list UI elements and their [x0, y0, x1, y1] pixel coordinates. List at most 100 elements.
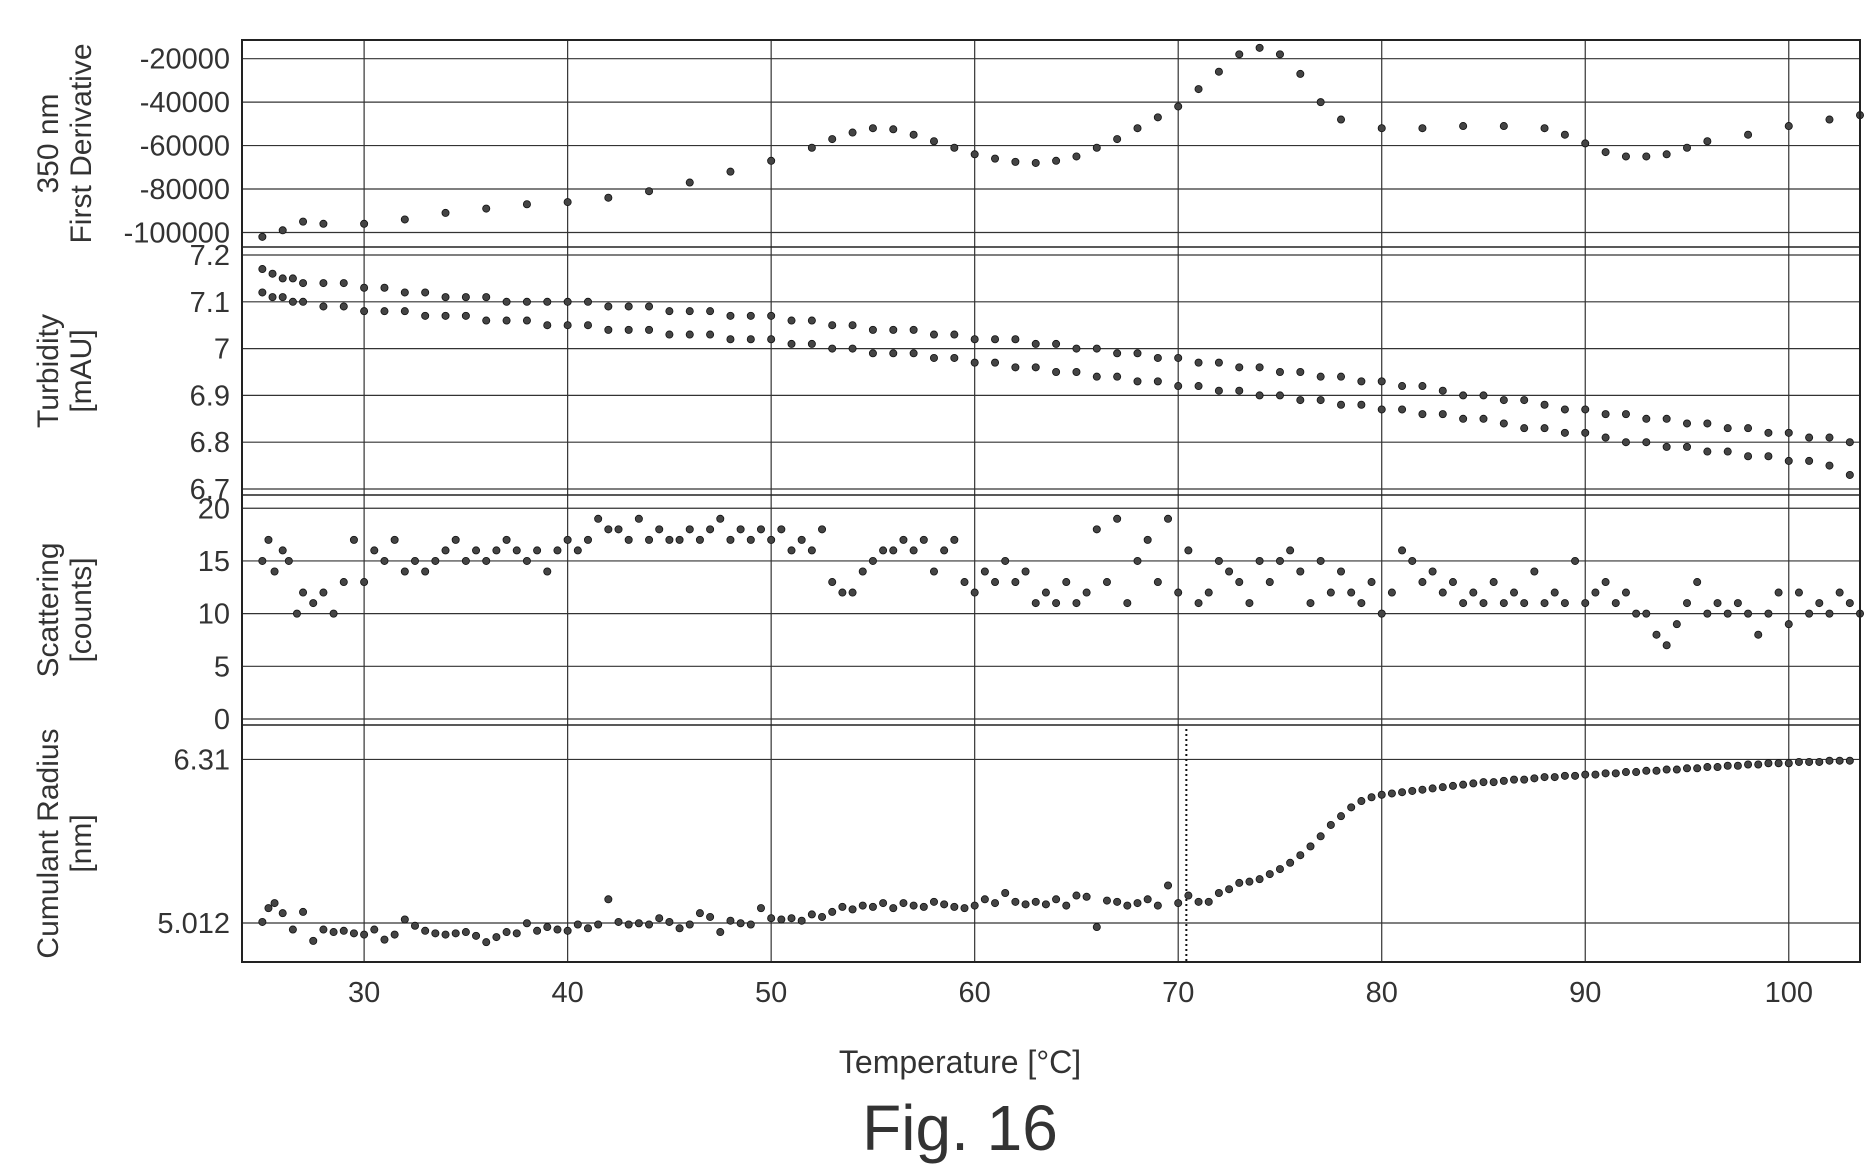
data-point — [482, 316, 491, 325]
data-point — [1764, 452, 1773, 461]
data-point — [645, 920, 654, 929]
data-point — [1255, 43, 1264, 52]
data-point — [1611, 769, 1620, 778]
data-point — [319, 588, 328, 597]
data-point — [1133, 349, 1142, 358]
data-point — [1286, 546, 1295, 555]
data-point — [767, 335, 776, 344]
data-point — [1713, 599, 1722, 608]
data-point — [370, 925, 379, 934]
data-point — [1011, 363, 1020, 372]
data-point — [1520, 424, 1529, 433]
data-point — [1642, 766, 1651, 775]
data-point — [726, 916, 735, 925]
data-point — [1194, 599, 1203, 608]
data-point — [1642, 609, 1651, 618]
data-point — [1367, 793, 1376, 802]
plot-frame — [241, 39, 1861, 963]
data-point — [1398, 546, 1407, 555]
y-axis-labels: 350 nm First Derivative Turbidity [mAU] Scat… — [32, 43, 98, 958]
data-point — [909, 130, 918, 139]
data-point — [1581, 428, 1590, 437]
data-point — [746, 920, 755, 929]
y-tick-label: 7.2 — [190, 240, 230, 272]
data-point — [1184, 891, 1193, 900]
data-point — [1092, 143, 1101, 152]
data-point — [1092, 344, 1101, 353]
data-point — [329, 928, 338, 937]
data-point — [726, 167, 735, 176]
data-point — [909, 325, 918, 334]
data-point — [1001, 889, 1010, 898]
data-point — [1153, 113, 1162, 122]
data-point — [645, 302, 654, 311]
data-point — [563, 198, 572, 207]
y-tick-label: -40000 — [140, 87, 230, 119]
data-point — [950, 535, 959, 544]
data-point — [950, 353, 959, 362]
data-point — [1072, 152, 1081, 161]
data-point — [604, 302, 613, 311]
y-axis-label-radius: Cumulant Radius [nm] — [32, 728, 98, 958]
data-point — [1164, 514, 1173, 523]
data-point — [1398, 382, 1407, 391]
data-point — [1387, 789, 1396, 798]
data-point — [1296, 396, 1305, 405]
y-tick-label: 6.9 — [190, 380, 230, 412]
data-point — [339, 302, 348, 311]
data-point — [848, 588, 857, 597]
data-point — [1713, 763, 1722, 772]
y-axis-label-line: Cumulant Radius — [32, 728, 65, 958]
data-point — [1143, 535, 1152, 544]
data-point — [1571, 556, 1580, 565]
data-point — [1255, 875, 1264, 884]
data-point — [1072, 367, 1081, 376]
data-point — [1530, 774, 1539, 783]
data-point — [665, 917, 674, 926]
data-point — [706, 912, 715, 921]
data-point — [645, 187, 654, 196]
data-point — [1316, 832, 1325, 841]
data-point — [624, 325, 633, 334]
data-point — [329, 609, 338, 618]
data-point — [756, 904, 765, 913]
data-point — [726, 335, 735, 344]
data-point — [1560, 599, 1569, 608]
data-point — [868, 556, 877, 565]
data-point — [1601, 769, 1610, 778]
data-point — [502, 297, 511, 306]
data-point — [1011, 157, 1020, 166]
data-point — [1479, 391, 1488, 400]
data-point — [848, 905, 857, 914]
data-point — [1815, 599, 1824, 608]
data-point — [1540, 400, 1549, 409]
data-point — [1214, 889, 1223, 898]
data-point — [1296, 367, 1305, 376]
data-point — [1265, 578, 1274, 587]
data-point — [604, 325, 613, 334]
data-point — [543, 923, 552, 932]
data-point — [1672, 620, 1681, 629]
data-point — [258, 556, 267, 565]
data-point — [1072, 344, 1081, 353]
data-point — [309, 599, 318, 608]
data-point — [1642, 414, 1651, 423]
data-point — [1337, 115, 1346, 124]
y-tick-label: -60000 — [140, 131, 230, 163]
data-point — [1459, 599, 1468, 608]
data-point — [1845, 470, 1854, 479]
data-point — [1825, 115, 1834, 124]
y-tick-label: 6.8 — [190, 427, 230, 459]
data-point — [1204, 588, 1213, 597]
data-point — [1723, 761, 1732, 770]
data-point — [410, 921, 419, 930]
data-point — [848, 321, 857, 330]
data-point — [685, 920, 694, 929]
data-point — [522, 919, 531, 928]
data-point — [1784, 759, 1793, 768]
data-point — [1194, 358, 1203, 367]
data-point — [1275, 865, 1284, 874]
data-point — [726, 311, 735, 320]
